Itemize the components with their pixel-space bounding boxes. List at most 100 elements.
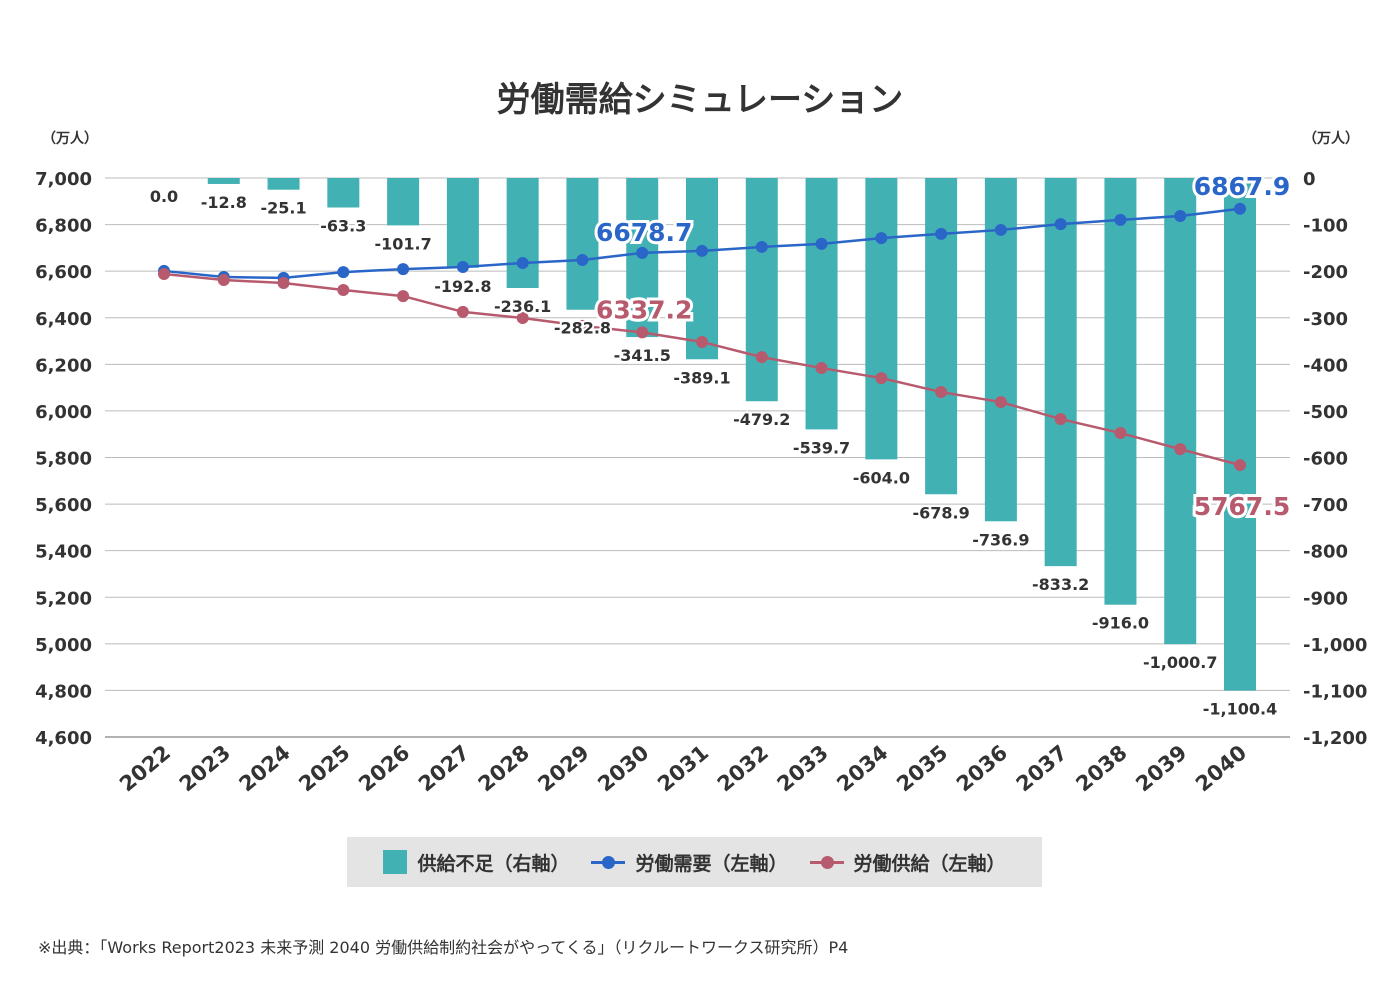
bar-value-label: -236.1 [494, 297, 551, 316]
x-tick-label: 2040 [1191, 740, 1251, 796]
bar-value-label: 0.0 [150, 187, 178, 206]
x-tick-label: 2027 [414, 740, 474, 796]
bar [387, 178, 420, 226]
x-tick-label: 2033 [773, 740, 833, 796]
data-point [456, 305, 469, 318]
bar-value-label: -341.5 [614, 346, 671, 365]
data-point [516, 311, 529, 324]
bar-value-label: -539.7 [793, 438, 850, 457]
bar [745, 178, 778, 402]
highlight-value-label: 6867.9 [1194, 172, 1290, 201]
x-tick-label: 2037 [1012, 740, 1072, 796]
legend-item-supply: 労働供給（左軸） [809, 849, 1006, 876]
data-point [217, 274, 230, 287]
data-point [875, 372, 888, 385]
bar-value-label: -389.1 [673, 368, 730, 387]
left-tick-label: 5,600 [35, 495, 92, 516]
right-tick-label: -1,200 [1303, 728, 1367, 749]
data-point [636, 246, 649, 259]
x-tick-label: 2025 [294, 740, 354, 796]
data-point [576, 319, 589, 332]
bar [327, 178, 360, 208]
bar [1044, 178, 1077, 567]
bar-value-label: -63.3 [320, 216, 366, 235]
left-tick-label: 6,000 [35, 402, 92, 423]
legend: 供給不足（右軸） 労働需要（左軸） 労働供給（左軸） [347, 837, 1042, 887]
bar-value-label: -479.2 [733, 410, 790, 429]
data-point [755, 351, 768, 364]
data-point [636, 326, 649, 339]
bar [506, 178, 539, 288]
left-axis-unit: （万人） [42, 131, 98, 147]
data-point [1174, 443, 1187, 456]
bar-value-label: -916.0 [1092, 614, 1149, 633]
bar [805, 178, 838, 430]
data-point [397, 290, 410, 303]
legend-item-shortage: 供給不足（右軸） [383, 849, 569, 876]
bar-value-label: -101.7 [374, 234, 431, 253]
chart-canvas: 4,600 4,800 5,000 5,200 5,400 5,600 5,800 6,000… [35, 169, 1367, 797]
left-tick-label: 6,800 [35, 216, 92, 237]
bar [686, 178, 718, 360]
x-tick-label: 2022 [115, 740, 175, 796]
bar-value-label: -1,000.7 [1143, 653, 1217, 672]
bar-value-label: -1,100.4 [1203, 700, 1277, 719]
bar-value-label: -833.2 [1032, 575, 1089, 594]
data-point [397, 263, 410, 276]
bar [566, 178, 599, 310]
left-tick-label: 4,600 [35, 728, 92, 749]
data-point [1234, 459, 1246, 472]
legend-label: 労働需要（左軸） [635, 852, 788, 875]
bar [1164, 178, 1197, 645]
data-point [994, 223, 1007, 236]
left-tick-label: 6,600 [35, 262, 92, 283]
right-tick-label: -100 [1303, 216, 1348, 237]
right-tick-label: -300 [1303, 309, 1348, 330]
legend-item-demand: 労働需要（左軸） [591, 849, 788, 876]
bar [865, 178, 898, 460]
right-tick-label: -500 [1303, 402, 1348, 423]
data-point [576, 253, 589, 266]
bar-value-label: -25.1 [260, 199, 306, 218]
data-point [158, 267, 170, 280]
left-tick-label: 7,000 [35, 169, 92, 190]
right-tick-label: -1,100 [1303, 681, 1367, 702]
legend-label: 供給不足（右軸） [417, 852, 570, 875]
bar [207, 178, 240, 184]
x-tick-label: 2029 [533, 740, 593, 796]
left-tick-label: 6,400 [35, 309, 92, 330]
x-tick-label: 2035 [892, 740, 952, 796]
right-tick-label: -1,000 [1303, 635, 1367, 656]
legend-label: 労働供給（左軸） [853, 852, 1006, 875]
bar-value-label: -192.8 [434, 277, 491, 296]
data-point [1114, 213, 1127, 226]
right-tick-label: -800 [1303, 542, 1348, 563]
bar [267, 178, 300, 190]
data-point [456, 260, 469, 273]
left-tick-label: 5,000 [35, 635, 92, 656]
bar [446, 178, 479, 268]
data-point [994, 396, 1007, 409]
data-point [1234, 202, 1246, 215]
data-point [815, 237, 828, 250]
bar-value-label: -282.8 [554, 319, 611, 338]
highlight-value-label: 6678.7 [596, 218, 692, 247]
left-tick-label: 5,800 [35, 449, 92, 470]
bar-value-label: -678.9 [912, 503, 969, 522]
x-tick-label: 2030 [593, 740, 653, 796]
bar [1224, 178, 1256, 691]
right-tick-label: -200 [1303, 262, 1348, 283]
chart-title: 労働需給シミュレーション [496, 80, 904, 120]
data-point [935, 227, 948, 240]
data-point [1174, 209, 1187, 222]
left-tick-label: 5,400 [35, 542, 92, 563]
left-tick-label: 4,800 [35, 681, 92, 702]
bar [925, 178, 958, 495]
left-tick-label: 6,200 [35, 355, 92, 376]
x-tick-label: 2023 [175, 740, 235, 796]
right-tick-label: 0 [1303, 169, 1316, 190]
highlight-value-label: 5767.5 [1194, 492, 1290, 521]
legend-swatch-bar [383, 850, 408, 874]
legend-swatch-line [591, 855, 626, 869]
highlight-value-label: 6337.2 [596, 295, 692, 324]
